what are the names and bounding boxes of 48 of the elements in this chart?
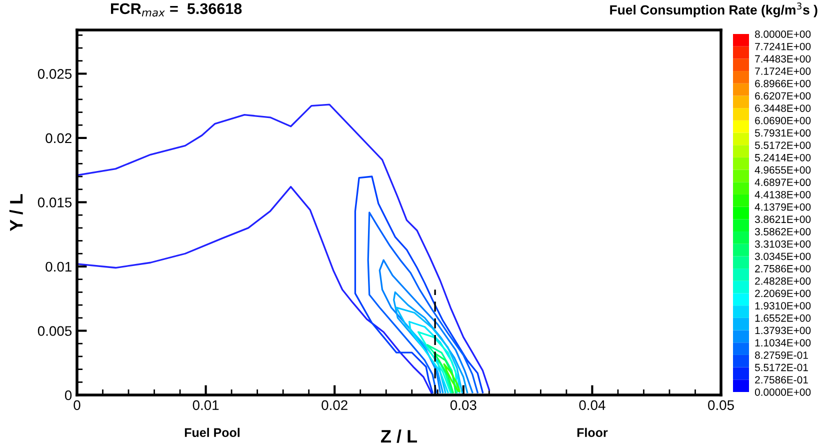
y-tick-label: 0.025 bbox=[38, 69, 72, 79]
y-tick-label: 0.01 bbox=[46, 262, 72, 272]
color-bar-label: 4.9655E+00 bbox=[754, 166, 811, 174]
color-bar-label: 5.5172E-01 bbox=[754, 364, 808, 372]
x-axis-title: Z / L bbox=[380, 429, 417, 443]
x-tick-label: 0.02 bbox=[322, 400, 348, 410]
color-bar-label: 1.3793E+00 bbox=[755, 326, 811, 334]
color-bar-label: 1.6552E+00 bbox=[755, 314, 811, 322]
text: Fuel Pool bbox=[184, 428, 240, 438]
color-bar-label: 7.4483E+00 bbox=[755, 55, 811, 63]
color-bar-label: 3.3103E+00 bbox=[754, 240, 811, 248]
color-bar-label: 5.7931E+00 bbox=[754, 129, 811, 137]
color-bar-label: 6.0690E+00 bbox=[755, 116, 811, 124]
color-bar-label: 2.7586E-01 bbox=[755, 376, 808, 384]
y-axis-title: Y / L bbox=[9, 194, 23, 232]
color-bar-label: 2.7586E+00 bbox=[755, 265, 811, 272]
color-bar-label: 8.2759E-01 bbox=[755, 351, 808, 359]
y-tick-label: 0 bbox=[64, 390, 72, 400]
x-tick-label: 0.03 bbox=[450, 400, 476, 410]
chart-title: FCR$_{max}$ = 5.36618 bbox=[111, 3, 242, 17]
color-bar-label: 3.0345E+00 bbox=[754, 252, 811, 260]
color-bar-label: 6.3448E+00 bbox=[755, 104, 811, 112]
x-tick-label: 0.05 bbox=[708, 400, 734, 410]
x-tick-label: 0.01 bbox=[192, 400, 219, 410]
color-bar-label: 2.4828E+00 bbox=[755, 277, 811, 285]
color-bar-label: 5.2414E+00 bbox=[754, 154, 811, 162]
x-tick-label: 0 bbox=[74, 400, 80, 410]
color-bar-label: 0.0000E+00 bbox=[754, 388, 811, 396]
color-bar-label: 4.1379E+00 bbox=[754, 203, 811, 211]
color-bar-label: 6.6207E+00 bbox=[755, 92, 811, 100]
color-bar-label: 6.8966E+00 bbox=[755, 80, 811, 88]
color-bar-label: 4.6897E+00 bbox=[754, 178, 811, 186]
color-bar-label: 7.1724E+00 bbox=[755, 68, 811, 75]
color-bar-label: 2.2069E+00 bbox=[755, 290, 811, 298]
color-bar-label: 1.1034E+00 bbox=[755, 339, 811, 346]
color-bar-title: Fuel Consumption Rate (kg/m$^{3}$s ) bbox=[610, 2, 818, 18]
y-tick-label: 0.015 bbox=[38, 198, 72, 208]
color-bar-label: 3.8621E+00 bbox=[754, 216, 811, 224]
color-bar-label: 1.9310E+00 bbox=[755, 302, 811, 310]
text: Floor bbox=[577, 428, 608, 438]
x-tick-label: 0.04 bbox=[579, 400, 606, 410]
y-tick-label: 0.005 bbox=[38, 326, 72, 336]
color-bar-label: 4.4138E+00 bbox=[754, 190, 811, 198]
color-bar-label: 5.5172E+00 bbox=[754, 142, 811, 149]
y-tick-label: 0.02 bbox=[46, 133, 72, 144]
color-bar-label: 8.0000E+00 bbox=[755, 30, 811, 38]
color-bar-label: 7.7241E+00 bbox=[755, 42, 811, 50]
color-bar-label: 3.5862E+00 bbox=[754, 228, 811, 236]
